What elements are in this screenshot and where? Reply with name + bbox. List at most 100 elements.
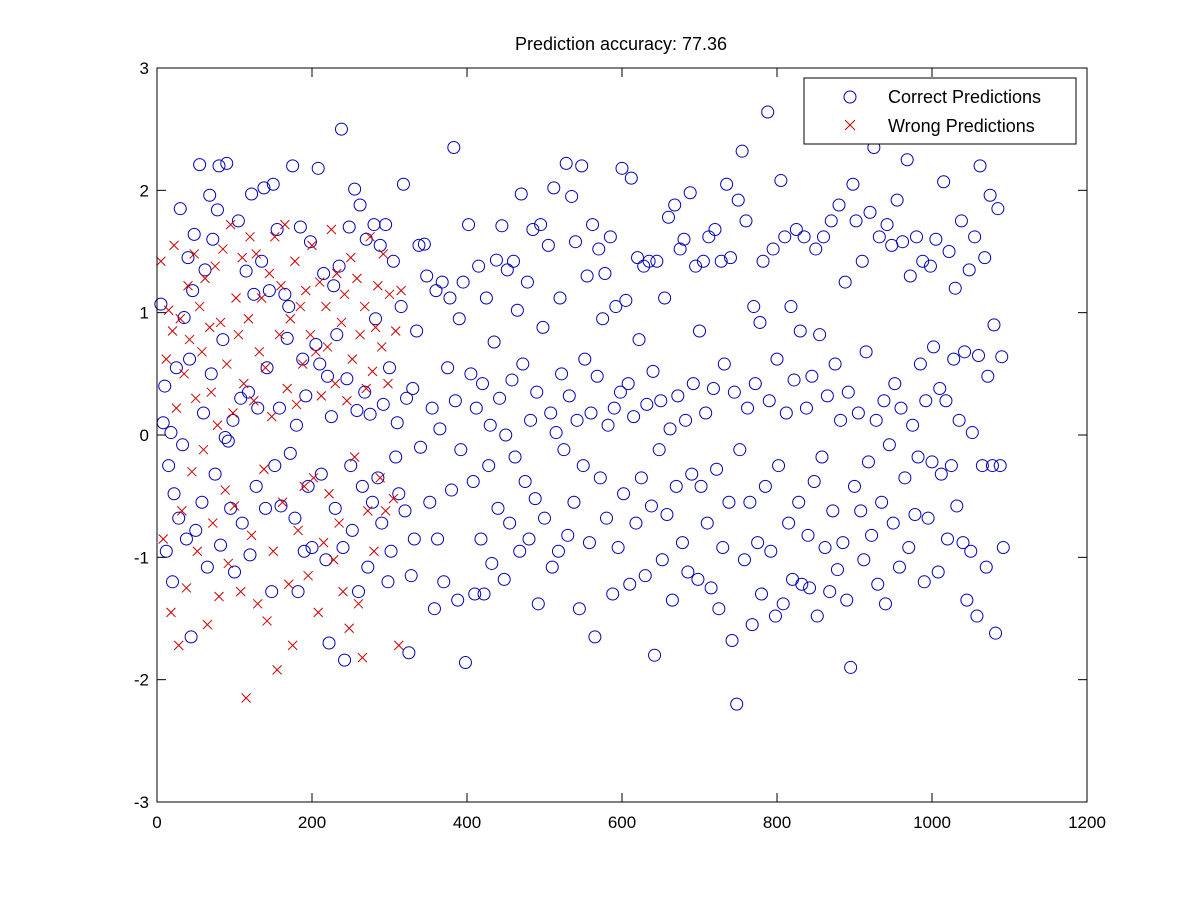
correct-prediction-point: [376, 397, 390, 411]
correct-prediction-point: [716, 541, 730, 555]
correct-prediction-point: [925, 455, 939, 469]
correct-prediction-point: [505, 373, 519, 387]
correct-prediction-point: [221, 434, 235, 448]
correct-prediction-point: [950, 499, 964, 513]
wrong-prediction-point: [198, 444, 209, 455]
wrong-prediction-point: [200, 273, 210, 284]
correct-prediction-point: [592, 242, 606, 256]
correct-prediction-point: [699, 406, 713, 420]
wrong-prediction-point: [171, 403, 182, 413]
correct-prediction-point: [355, 479, 369, 493]
correct-prediction-point: [921, 511, 935, 525]
correct-prediction-point: [582, 536, 596, 550]
correct-prediction-point: [565, 189, 579, 203]
correct-prediction-point: [911, 450, 925, 464]
wrong-prediction-point: [322, 342, 333, 352]
correct-prediction-point: [468, 587, 482, 601]
wrong-prediction-point: [290, 256, 300, 267]
wrong-prediction-point: [207, 518, 218, 528]
correct-prediction-point: [979, 560, 993, 574]
correct-prediction-point: [712, 602, 726, 616]
wrong-prediction-point: [272, 665, 282, 675]
correct-prediction-point: [768, 609, 782, 623]
wrong-prediction-point: [274, 329, 285, 340]
correct-prediction-point: [886, 516, 900, 530]
correct-prediction-point: [724, 251, 737, 265]
correct-prediction-point: [910, 230, 923, 244]
wrong-prediction-point: [166, 607, 176, 618]
wrong-prediction-point: [252, 598, 263, 609]
correct-prediction-point: [973, 159, 987, 173]
correct-prediction-point: [892, 560, 906, 574]
correct-prediction-point: [747, 300, 761, 314]
correct-prediction-point: [619, 293, 633, 307]
wrong-prediction-point: [314, 277, 325, 287]
correct-prediction-point: [433, 422, 447, 436]
correct-prediction-point: [297, 544, 311, 558]
x-tick-label: 600: [608, 813, 636, 832]
correct-prediction-point: [262, 284, 276, 298]
correct-prediction-point: [402, 646, 416, 660]
wrong-prediction-point: [158, 534, 169, 544]
correct-prediction-point: [584, 406, 598, 420]
correct-prediction-point: [541, 238, 555, 252]
wrong-prediction-point: [299, 481, 310, 492]
correct-prediction-point: [507, 254, 520, 268]
correct-prediction-point: [815, 450, 829, 464]
wrong-prediction-point: [241, 693, 251, 703]
correct-prediction-point: [813, 328, 827, 342]
correct-prediction-point: [472, 259, 486, 273]
wrong-prediction-point: [300, 285, 311, 296]
wrong-prediction-point: [324, 488, 334, 499]
correct-prediction-point: [462, 218, 476, 232]
correct-prediction-point: [290, 418, 303, 432]
correct-prediction-point: [479, 291, 493, 305]
correct-prediction-point: [330, 328, 344, 342]
wrong-prediction-point: [316, 390, 327, 401]
correct-prediction-point: [846, 177, 860, 191]
correct-prediction-point: [686, 377, 700, 391]
correct-prediction-point: [179, 532, 193, 546]
wrong-prediction-point: [373, 280, 383, 291]
correct-prediction-point: [789, 222, 803, 236]
correct-prediction-point: [896, 235, 910, 249]
correct-prediction-point: [857, 553, 871, 567]
correct-prediction-point: [177, 311, 191, 325]
correct-prediction-point: [342, 220, 356, 234]
correct-prediction-point: [524, 413, 538, 427]
correct-prediction-point: [598, 267, 612, 281]
wrong-prediction-point: [353, 598, 364, 609]
correct-prediction-point: [510, 303, 524, 317]
correct-prediction-point: [162, 459, 176, 473]
correct-prediction-point: [743, 495, 757, 509]
wrong-prediction-point: [190, 393, 201, 404]
correct-prediction-point: [872, 230, 886, 244]
correct-prediction-point: [586, 218, 600, 232]
correct-prediction-point: [553, 291, 567, 305]
wrong-prediction-point: [266, 411, 277, 422]
correct-prediction-point: [660, 508, 674, 522]
correct-prediction-point: [717, 357, 731, 371]
wrong-prediction-point: [187, 466, 197, 477]
correct-prediction-point: [186, 284, 200, 298]
correct-prediction-point: [882, 438, 896, 452]
wrong-prediction-point: [283, 579, 294, 590]
correct-prediction-point: [390, 416, 404, 430]
wrong-prediction-point: [295, 301, 306, 312]
wrong-prediction-point: [367, 366, 378, 377]
wrong-prediction-point: [277, 497, 288, 508]
correct-prediction-point: [286, 159, 300, 173]
correct-prediction-point: [849, 214, 863, 228]
correct-prediction-point: [931, 565, 945, 579]
correct-prediction-point: [319, 553, 333, 567]
correct-prediction-point: [960, 593, 974, 607]
correct-prediction-point: [851, 406, 865, 420]
correct-prediction-point: [797, 230, 811, 244]
correct-prediction-point: [530, 385, 544, 399]
wrong-prediction-point: [336, 317, 347, 328]
correct-prediction-point: [410, 324, 424, 338]
correct-prediction-point: [203, 188, 217, 202]
correct-prediction-point: [474, 532, 488, 546]
wrong-prediction-point: [307, 240, 317, 251]
correct-prediction-point: [685, 467, 699, 481]
